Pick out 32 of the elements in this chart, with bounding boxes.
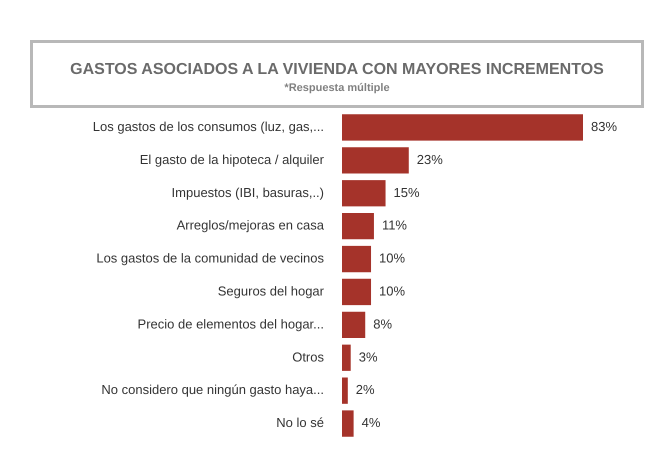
data-label: 3% <box>358 349 378 364</box>
y-tick-label: Precio de elementos del hogar... <box>138 316 324 332</box>
data-label: 8% <box>373 316 392 332</box>
data-label: 15% <box>394 184 420 200</box>
bar <box>342 278 372 306</box>
data-label: 10% <box>379 284 406 299</box>
bar <box>342 312 366 338</box>
data-label: 23% <box>416 152 444 167</box>
bar <box>342 180 386 206</box>
bar <box>342 410 354 437</box>
data-label: 10% <box>379 250 406 266</box>
bar <box>342 246 372 272</box>
y-tick-label: Otros <box>292 349 324 364</box>
y-tick-label: Los gastos de la comunidad de vecinos <box>96 250 324 266</box>
y-tick-label: Seguros del hogar <box>218 284 325 299</box>
bar <box>342 147 409 174</box>
y-tick-label: No lo sé <box>276 415 324 430</box>
chart-subtitle: *Respuesta múltiple <box>283 82 391 94</box>
y-tick-label: Los gastos de los consumos (luz, gas,... <box>92 119 324 134</box>
data-label: 2% <box>356 382 376 398</box>
data-label: 83% <box>591 119 618 134</box>
bar <box>342 377 348 404</box>
chart-title: GASTOS ASOCIADOS A LA VIVIENDA CON MAYORES INCREMENTOS <box>69 61 605 79</box>
data-label: 11% <box>382 218 408 233</box>
data-label: 4% <box>362 415 381 430</box>
y-tick-label: El gasto de la hipoteca / alquiler <box>140 152 325 167</box>
bar <box>342 114 583 141</box>
bar <box>342 212 374 240</box>
y-tick-label: Arreglos/mejoras en casa <box>176 218 325 233</box>
bar <box>342 344 351 371</box>
y-tick-label: No considero que ningún gasto haya... <box>101 382 324 398</box>
y-tick-label: Impuestos (IBI, basuras,..) <box>172 184 324 200</box>
